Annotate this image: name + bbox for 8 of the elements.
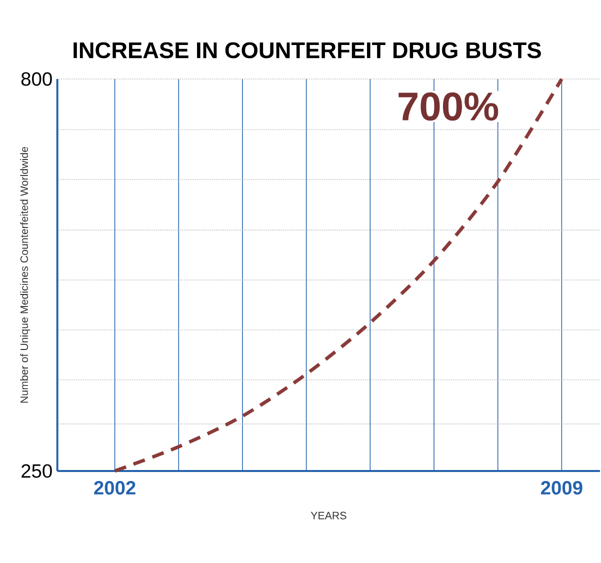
chart-title: INCREASE IN COUNTERFEIT DRUG BUSTS [74, 42, 541, 58]
x-axis-title: YEARS [310, 512, 346, 520]
y-axis-title: Number of Unique Medicines Counterfeited Worldwide [20, 146, 30, 403]
x-tick-label: 2009 [541, 481, 582, 495]
y-tick-label: 800 [21, 72, 52, 86]
x-tick-label: 2002 [94, 481, 136, 495]
annotation: 700% [398, 92, 498, 121]
y-tick-label: 250 [22, 464, 52, 478]
